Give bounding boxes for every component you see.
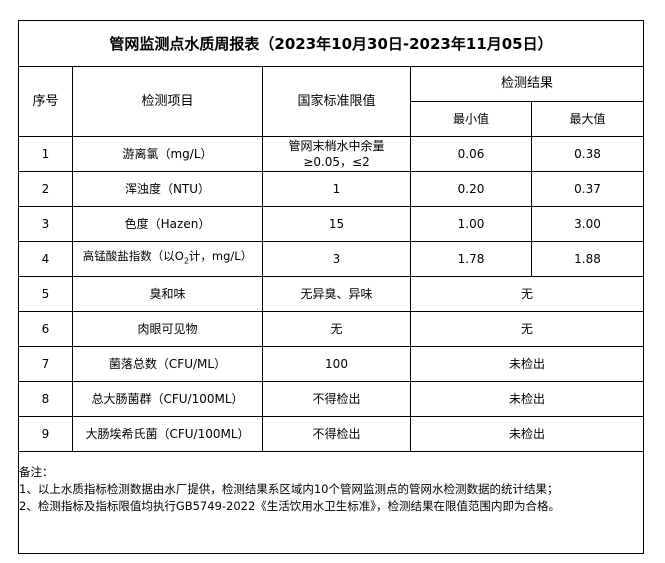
header-index: 序号 xyxy=(18,66,73,137)
cell-min: 1.78 xyxy=(410,241,532,277)
note-line: 1、以上水质指标检测数据由水厂提供，检测结果系区域内10个管网监测点的管网水检测… xyxy=(19,482,559,496)
cell-index: 7 xyxy=(18,346,73,382)
cell-index: 6 xyxy=(18,311,73,347)
header-result: 检测结果 xyxy=(409,66,645,102)
note-line: 2、检测指标及指标限值均执行GB5749-2022《生活饮用水卫生标准》，检测结… xyxy=(19,499,561,513)
cell-max: 0.37 xyxy=(530,171,645,207)
item-text: 计，mg/L） xyxy=(188,249,253,264)
cell-result: 未检出 xyxy=(409,346,645,382)
cell-standard: 无异臭、异味 xyxy=(262,276,411,312)
table-row: 2 浑浊度（NTU） 1 0.20 0.37 xyxy=(18,171,645,207)
cell-result: 未检出 xyxy=(409,381,645,417)
cell-index: 5 xyxy=(18,276,73,312)
cell-min: 1.00 xyxy=(410,206,532,242)
cell-index: 9 xyxy=(18,416,73,452)
cell-max: 3.00 xyxy=(530,206,645,242)
cell-min: 0.06 xyxy=(410,136,532,172)
header-item: 检测项目 xyxy=(72,66,263,137)
header-standard: 国家标准限值 xyxy=(262,66,411,137)
item-text: 高锰酸盐指数（以O xyxy=(82,249,184,264)
cell-item: 大肠埃希氏菌（CFU/100ML） xyxy=(72,416,263,452)
cell-standard: 100 xyxy=(262,346,411,382)
header-min: 最小值 xyxy=(410,101,532,137)
cell-index: 3 xyxy=(18,206,73,242)
cell-item: 高锰酸盐指数（以O2计，mg/L） xyxy=(72,241,263,277)
cell-item: 总大肠菌群（CFU/100ML） xyxy=(72,381,263,417)
cell-max: 1.88 xyxy=(530,241,645,277)
table-row: 9 大肠埃希氏菌（CFU/100ML） 不得检出 未检出 xyxy=(18,416,645,452)
cell-item: 肉眼可见物 xyxy=(72,311,263,347)
table-row: 7 菌落总数（CFU/ML） 100 未检出 xyxy=(18,346,645,382)
cell-item: 游离氯（mg/L） xyxy=(72,136,263,172)
cell-item: 臭和味 xyxy=(72,276,263,312)
table-row: 8 总大肠菌群（CFU/100ML） 不得检出 未检出 xyxy=(18,381,645,417)
table-row: 1 游离氯（mg/L） 管网末梢水中余量≥0.05，≤2 0.06 0.38 xyxy=(18,136,645,172)
cell-standard: 无 xyxy=(262,311,411,347)
table-row: 6 肉眼可见物无无 xyxy=(18,311,645,347)
item-subscript: 2 xyxy=(183,256,189,266)
notes: 备注： 1、以上水质指标检测数据由水厂提供，检测结果系区域内10个管网监测点的管… xyxy=(17,451,645,554)
cell-standard: 3 xyxy=(262,241,411,277)
cell-index: 2 xyxy=(18,171,73,207)
cell-index: 1 xyxy=(18,136,73,172)
cell-result: 无 xyxy=(409,276,645,312)
report-table: 管网监测点水质周报表（2023年10月30日-2023年11月05日） 序号 检… xyxy=(17,20,645,554)
cell-item: 浑浊度（NTU） xyxy=(72,171,263,207)
cell-standard: 管网末梢水中余量≥0.05，≤2 xyxy=(262,136,411,172)
table-row: 4 高锰酸盐指数（以O2计，mg/L） 3 1.78 1.88 xyxy=(18,241,645,277)
cell-min: 0.20 xyxy=(410,171,532,207)
cell-standard: 不得检出 xyxy=(262,416,411,452)
water-quality-report: 管网监测点水质周报表（2023年10月30日-2023年11月05日） 序号 检… xyxy=(17,20,645,554)
notes-label: 备注： xyxy=(19,465,54,479)
report-title: 管网监测点水质周报表（2023年10月30日-2023年11月05日） xyxy=(17,20,645,67)
header-max: 最大值 xyxy=(530,101,645,137)
cell-item: 色度（Hazen） xyxy=(72,206,263,242)
table-row: 3 色度（Hazen） 15 1.00 3.00 xyxy=(18,206,645,242)
cell-item: 菌落总数（CFU/ML） xyxy=(72,346,263,382)
cell-max: 0.38 xyxy=(530,136,645,172)
cell-index: 8 xyxy=(18,381,73,417)
cell-standard: 15 xyxy=(262,206,411,242)
table-row: 5 臭和味 无异臭、异味无 xyxy=(18,276,645,312)
cell-index: 4 xyxy=(18,241,73,277)
cell-standard: 1 xyxy=(262,171,411,207)
cell-result: 未检出 xyxy=(409,416,645,452)
cell-result: 无 xyxy=(409,311,645,347)
cell-standard: 不得检出 xyxy=(262,381,411,417)
